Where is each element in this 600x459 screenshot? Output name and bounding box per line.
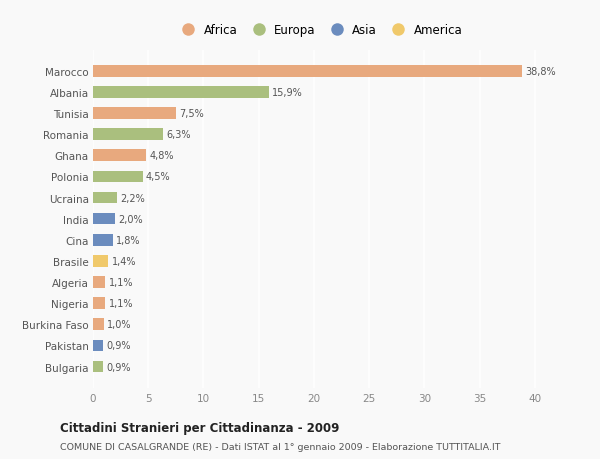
Text: 1,4%: 1,4% xyxy=(112,256,136,266)
Bar xyxy=(93,256,109,267)
Legend: Africa, Europa, Asia, America: Africa, Europa, Asia, America xyxy=(172,19,467,42)
Text: COMUNE DI CASALGRANDE (RE) - Dati ISTAT al 1° gennaio 2009 - Elaborazione TUTTIT: COMUNE DI CASALGRANDE (RE) - Dati ISTAT … xyxy=(60,442,500,451)
Text: 0,9%: 0,9% xyxy=(106,341,131,351)
Text: 1,8%: 1,8% xyxy=(116,235,141,245)
Text: 38,8%: 38,8% xyxy=(525,67,556,77)
Bar xyxy=(93,277,105,288)
Bar xyxy=(93,87,269,99)
Bar xyxy=(93,361,103,373)
Bar xyxy=(93,171,143,183)
Text: 7,5%: 7,5% xyxy=(179,109,204,119)
Bar xyxy=(93,129,163,140)
Bar xyxy=(93,192,118,204)
Text: 4,8%: 4,8% xyxy=(149,151,174,161)
Bar xyxy=(93,108,176,120)
Text: 1,1%: 1,1% xyxy=(109,277,133,287)
Bar xyxy=(93,340,103,352)
Bar xyxy=(93,213,115,225)
Text: 1,1%: 1,1% xyxy=(109,298,133,308)
Text: 4,5%: 4,5% xyxy=(146,172,170,182)
Bar xyxy=(93,298,105,309)
Text: 6,3%: 6,3% xyxy=(166,130,190,140)
Bar xyxy=(93,235,113,246)
Text: 0,9%: 0,9% xyxy=(106,362,131,372)
Text: 2,2%: 2,2% xyxy=(121,193,145,203)
Text: Cittadini Stranieri per Cittadinanza - 2009: Cittadini Stranieri per Cittadinanza - 2… xyxy=(60,421,340,434)
Bar xyxy=(93,319,104,330)
Text: 1,0%: 1,0% xyxy=(107,319,132,330)
Bar xyxy=(93,66,521,78)
Text: 2,0%: 2,0% xyxy=(118,214,143,224)
Bar xyxy=(93,150,146,162)
Text: 15,9%: 15,9% xyxy=(272,88,303,98)
